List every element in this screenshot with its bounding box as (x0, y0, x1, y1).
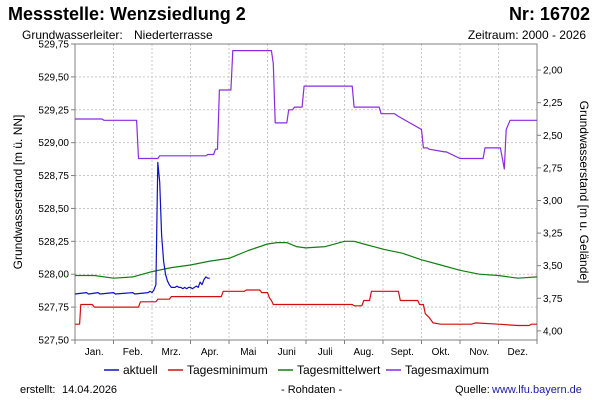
aquifer-value: Niederterrasse (134, 28, 213, 42)
legend-item-aktuell-label: aktuell (123, 363, 158, 377)
x-tick-label: Juni (278, 347, 296, 358)
x-tick-label: Okt. (432, 347, 450, 358)
y-axis-title: Grundwasserstand [m ü. NN] (11, 115, 25, 270)
series-line-tagesmaximum (75, 49, 537, 170)
raw-data-note: - Rohdaten - (281, 384, 343, 396)
y-tick-label: 528,00 (38, 270, 69, 281)
x-tick-label: Mrz. (162, 347, 181, 358)
x-tick-label: Apr. (201, 347, 219, 358)
y-tick-label: 528,50 (38, 204, 69, 215)
created-label: erstellt: (20, 384, 56, 396)
aquifer-label: Grundwasserleiter: (22, 28, 123, 42)
legend-item-tagesmaximum-label: Tagesmaximum (405, 363, 489, 377)
x-tick-label: Mai (240, 347, 256, 358)
y-right-tick-label: 2,25 (543, 98, 563, 109)
x-tick-label: Sept. (391, 347, 414, 358)
y-right-tick-label: 3,75 (543, 294, 563, 305)
y-right-tick-label: 2,50 (543, 131, 563, 142)
legend-layer: aktuell Tagesminimum Tagesmittelwert Tagesm… (104, 363, 489, 377)
y-right-axis-title: Grundwasserstand [m u. Gelände] (577, 101, 591, 284)
axis-layer: 527,50 527,75 528,00 528,25 528,50 528,75 529,… (11, 40, 591, 359)
x-tick-label: Juli (318, 347, 333, 358)
created-date: 14.04.2026 (62, 384, 118, 396)
x-tick-label: Aug. (353, 347, 374, 358)
series-layer (74, 49, 538, 327)
legend-item-tagesmittelwert-label: Tagesmittelwert (297, 363, 381, 377)
y-tick-label: 529,50 (38, 72, 69, 83)
y-right-tick-label: 3,25 (543, 229, 563, 240)
y-tick-label: 529,00 (38, 138, 69, 149)
y-right-tick-label: 2,75 (543, 163, 563, 174)
y-right-tick-label: 4,00 (543, 326, 563, 337)
y-right-tick-label: 3,00 (543, 196, 563, 207)
legend-item-tagesminimum-label: Tagesminimum (187, 363, 268, 377)
y-tick-label: 529,25 (38, 105, 69, 116)
x-tick-label: Nov. (469, 347, 489, 358)
x-tick-label: Dez. (507, 347, 528, 358)
y-tick-label: 528,75 (38, 171, 69, 182)
y-tick-label: 528,25 (38, 237, 69, 248)
y-tick-label: 527,75 (38, 303, 69, 314)
x-tick-label: Jan. (85, 347, 104, 358)
page-title: Messstelle: Wenzsiedlung 2 (8, 4, 246, 24)
y-right-tick-label: 2,00 (543, 66, 563, 77)
x-tick-label: Feb. (123, 347, 143, 358)
source-label: Quelle: (455, 384, 490, 396)
series-line-tagesminimum (75, 289, 537, 327)
grid-layer (75, 44, 537, 340)
period-label: Zeitraum: 2000 - 2026 (467, 28, 586, 42)
y-tick-label: 527,50 (38, 336, 69, 347)
y-right-tick-label: 3,50 (543, 261, 563, 272)
y-tick-label: 529,75 (38, 40, 69, 51)
station-number: Nr: 16702 (508, 4, 590, 24)
series-line-aktuell (74, 161, 210, 295)
source-link[interactable]: www.lfu.bayern.de (492, 384, 582, 396)
